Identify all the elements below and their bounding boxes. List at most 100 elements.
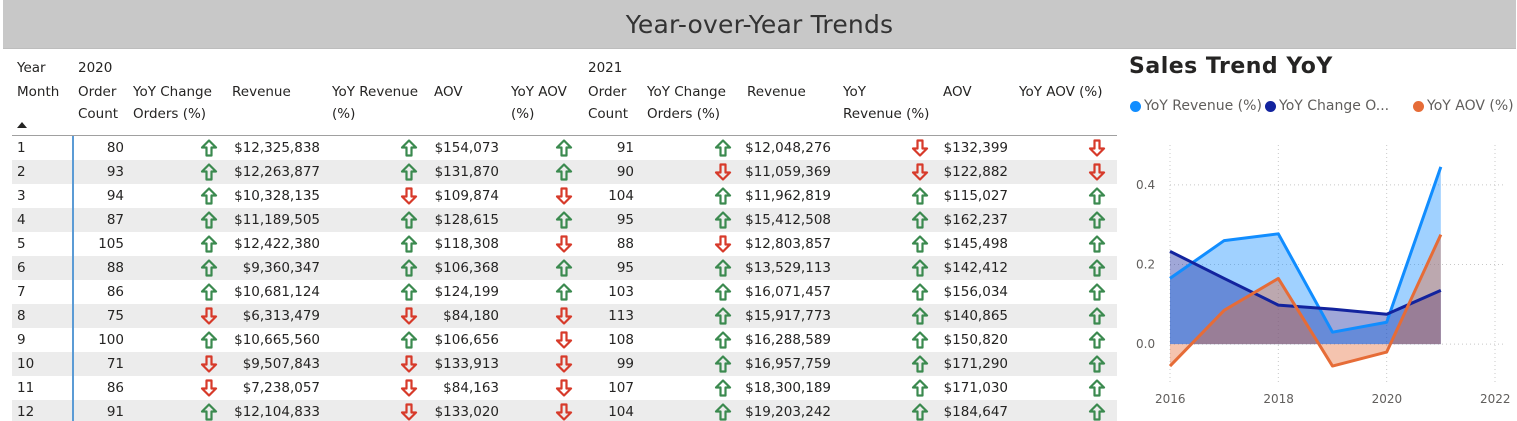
series-area-1 <box>1170 251 1441 345</box>
aov-2020-cell: $128,615 <box>434 212 499 228</box>
yoy-aov-2021-header[interactable]: YoY AOV (%) <box>1019 84 1103 100</box>
table-row[interactable]: 8 75 $6,313,479 $84,180 113 $15,917,773 $140,8… <box>12 304 1117 328</box>
arrow-up-icon <box>714 283 732 301</box>
table-row[interactable]: 1 80 $12,325,838 $154,073 91 $12,048,276 $132,… <box>12 136 1117 160</box>
order-count-2020-header-l1[interactable]: Order <box>78 84 117 100</box>
aov-2021-cell: $156,034 <box>943 284 1008 300</box>
table-row[interactable]: 4 87 $11,189,505 $128,615 95 $15,412,508 $162,… <box>12 208 1117 232</box>
table-row[interactable]: 7 86 $10,681,124 $124,199 103 $16,071,457 $156… <box>12 280 1117 304</box>
yoy-orders-2021-header-l1[interactable]: YoY Change <box>647 84 726 100</box>
month-cell: 6 <box>17 260 26 276</box>
month-cell: 8 <box>17 308 26 324</box>
table-row[interactable]: 10 71 $9,507,843 $133,913 99 $16,957,759 $171,… <box>12 352 1117 376</box>
table-row[interactable]: 3 94 $10,328,135 $109,874 104 $11,962,819 $115… <box>12 184 1117 208</box>
revenue-2020-cell: $9,360,347 <box>242 260 320 276</box>
yoy-revenue-2021-header-l1[interactable]: YoY <box>843 84 866 100</box>
arrow-down-icon <box>400 379 418 397</box>
page-title-bar: Year-over-Year Trends <box>3 0 1516 49</box>
arrow-down-icon <box>400 355 418 373</box>
order-count-2020-cell: 75 <box>106 308 124 324</box>
arrow-up-icon <box>911 355 929 373</box>
arrow-up-icon <box>911 331 929 349</box>
arrow-up-icon <box>714 187 732 205</box>
aov-2020-cell: $124,199 <box>434 284 499 300</box>
revenue-2020-cell: $11,189,505 <box>234 212 320 228</box>
y-tick-label: 0.2 <box>1136 257 1155 271</box>
aov-2021-cell: $145,498 <box>943 236 1008 252</box>
arrow-up-icon <box>555 211 573 229</box>
arrow-up-icon <box>911 211 929 229</box>
revenue-2020-header[interactable]: Revenue <box>232 84 291 100</box>
page-title: Year-over-Year Trends <box>625 9 894 39</box>
revenue-2021-header[interactable]: Revenue <box>747 84 806 100</box>
table-row[interactable]: 12 91 $12,104,833 $133,020 104 $19,203,242 $18… <box>12 400 1117 421</box>
order-count-2021-cell: 91 <box>616 140 634 156</box>
aov-2021-cell: $140,865 <box>943 308 1008 324</box>
aov-2020-cell: $133,913 <box>434 356 499 372</box>
revenue-2021-cell: $18,300,189 <box>745 380 831 396</box>
yoy-revenue-2020-header-l2[interactable]: (%) <box>332 106 356 122</box>
aov-2020-cell: $106,656 <box>434 332 499 348</box>
arrow-up-icon <box>714 379 732 397</box>
yoy-aov-2020-header-l1[interactable]: YoY AOV <box>511 84 567 100</box>
arrow-down-icon <box>555 355 573 373</box>
arrow-up-icon <box>200 403 218 421</box>
yoy-orders-2021-header-l2[interactable]: Orders (%) <box>647 106 721 122</box>
arrow-up-icon <box>911 307 929 325</box>
arrow-down-icon <box>1088 139 1106 157</box>
month-header[interactable]: Month <box>17 84 60 100</box>
arrow-up-icon <box>911 283 929 301</box>
revenue-2020-cell: $12,422,380 <box>234 236 320 252</box>
table-row[interactable]: 5 105 $12,422,380 $118,308 88 $12,803,857 $145… <box>12 232 1117 256</box>
arrow-up-icon <box>555 139 573 157</box>
yoy-aov-2020-header-l2[interactable]: (%) <box>511 106 535 122</box>
arrow-down-icon <box>555 307 573 325</box>
legend-item[interactable]: YoY AOV (%) <box>1413 98 1514 114</box>
order-count-2020-header-l2[interactable]: Count <box>78 106 119 122</box>
arrow-up-icon <box>200 187 218 205</box>
table-row[interactable]: 9 100 $10,665,560 $106,656 108 $16,288,589 $15… <box>12 328 1117 352</box>
arrow-up-icon <box>714 307 732 325</box>
arrow-up-icon <box>400 211 418 229</box>
revenue-2020-cell: $12,325,838 <box>234 140 320 156</box>
aov-2020-cell: $154,073 <box>434 140 499 156</box>
revenue-2021-cell: $12,048,276 <box>745 140 831 156</box>
arrow-up-icon <box>555 259 573 277</box>
series-line-2 <box>1168 233 1443 368</box>
revenue-2020-cell: $10,681,124 <box>234 284 320 300</box>
legend-label: YoY AOV (%) <box>1427 98 1514 114</box>
month-cell: 4 <box>17 212 26 228</box>
legend-item[interactable]: YoY Change O... <box>1265 98 1389 114</box>
series-area-2 <box>1170 234 1441 367</box>
revenue-2021-cell: $15,917,773 <box>745 308 831 324</box>
series-area-0 <box>1170 166 1441 345</box>
yoy-revenue-2021-header-l2[interactable]: Revenue (%) <box>843 106 930 122</box>
yoy-orders-2020-header-l2[interactable]: Orders (%) <box>133 106 207 122</box>
sales-trend-chart[interactable]: Sales Trend YoY YoY Revenue (%) YoY Chang… <box>1120 50 1517 421</box>
order-count-2021-header-l2[interactable]: Count <box>588 106 629 122</box>
table-row[interactable]: 2 93 $12,263,877 $131,870 90 $11,059,369 $122,… <box>12 160 1117 184</box>
arrow-up-icon <box>400 235 418 253</box>
arrow-up-icon <box>911 187 929 205</box>
year-header[interactable]: Year <box>17 60 46 76</box>
aov-2021-cell: $132,399 <box>943 140 1008 156</box>
yoy-orders-2020-header-l1[interactable]: YoY Change <box>133 84 212 100</box>
x-tick-label: 2022 <box>1480 392 1511 406</box>
arrow-up-icon <box>555 163 573 181</box>
revenue-2021-cell: $15,412,508 <box>745 212 831 228</box>
table-row[interactable]: 11 86 $7,238,057 $84,163 107 $18,300,189 $171,… <box>12 376 1117 400</box>
legend-label: YoY Revenue (%) <box>1144 98 1262 114</box>
sort-ascending-icon[interactable] <box>17 122 27 128</box>
month-cell: 3 <box>17 188 26 204</box>
aov-2020-cell: $133,020 <box>434 404 499 420</box>
table-row[interactable]: 6 88 $9,360,347 $106,368 95 $13,529,113 $142,4… <box>12 256 1117 280</box>
chart-legend: YoY Revenue (%) YoY Change O... YoY AOV (%… <box>1130 98 1517 118</box>
order-count-2021-header-l1[interactable]: Order <box>588 84 627 100</box>
aov-2020-header[interactable]: AOV <box>434 84 463 100</box>
aov-2021-cell: $122,882 <box>943 164 1008 180</box>
arrow-down-icon <box>911 139 929 157</box>
yoy-revenue-2020-header-l1[interactable]: YoY Revenue <box>332 84 419 100</box>
aov-2021-header[interactable]: AOV <box>943 84 972 100</box>
legend-item[interactable]: YoY Revenue (%) <box>1130 98 1262 114</box>
arrow-up-icon <box>1088 355 1106 373</box>
